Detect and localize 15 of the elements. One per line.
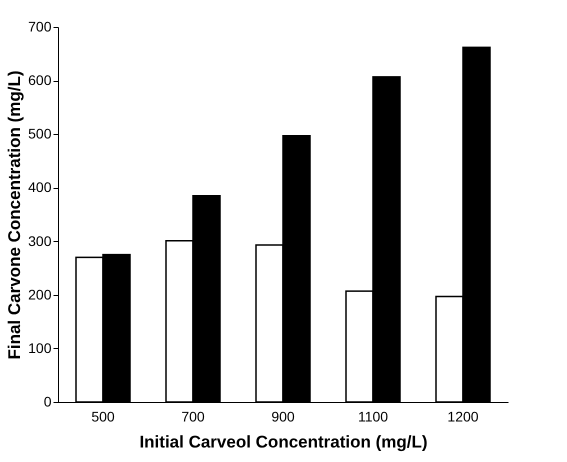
x-tick-label: 1200 [447, 408, 479, 424]
y-tick-label: 600 [28, 72, 52, 88]
x-tick-label: 1100 [358, 408, 388, 424]
x-tick-label: 500 [91, 408, 115, 424]
x-axis-title: Initial Carveol Concentration (mg/L) [139, 432, 428, 452]
y-tick-label: 100 [28, 340, 52, 356]
y-tick-label: 300 [28, 232, 52, 249]
y-tick-label: 500 [28, 126, 52, 142]
y-tick-label: 0 [44, 394, 52, 410]
y-tick-label: 700 [28, 18, 52, 34]
y-tick-label: 400 [28, 179, 52, 196]
x-tick-label: 700 [181, 408, 205, 424]
x-tick-label: 900 [271, 408, 295, 424]
y-axis-title: Final Carvone Concentration (mg/L) [5, 70, 24, 360]
y-tick-label: 200 [28, 286, 52, 302]
